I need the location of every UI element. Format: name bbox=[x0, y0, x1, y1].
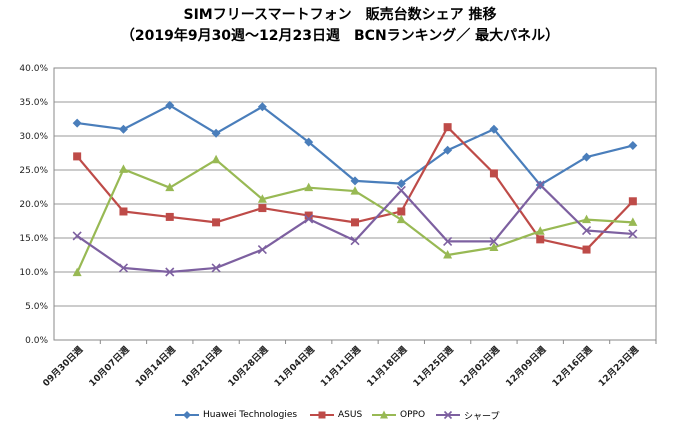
sharp-data-point bbox=[211, 263, 221, 273]
asus-data-point bbox=[536, 235, 545, 244]
oppo-data-point bbox=[582, 214, 592, 224]
legend-item-asus: ASUS bbox=[310, 404, 362, 426]
huawei-series-line bbox=[77, 104, 634, 187]
sharp-data-point bbox=[350, 236, 360, 246]
sharp-data-point bbox=[396, 185, 406, 195]
asus-data-point bbox=[397, 207, 406, 216]
asus-data-point bbox=[582, 245, 591, 254]
y-tick-label: 10.0% bbox=[19, 268, 48, 278]
legend-swatch bbox=[436, 410, 460, 420]
asus-data-point bbox=[351, 218, 359, 227]
huawei-data-point bbox=[165, 100, 175, 110]
y-tick-label: 20.0% bbox=[19, 200, 48, 210]
y-tick-label: 30.0% bbox=[19, 132, 48, 142]
sharp-data-point bbox=[581, 225, 592, 236]
sharp-data-point bbox=[165, 267, 175, 277]
oppo-data-point bbox=[489, 242, 499, 252]
legend-item-huawei: Huawei Technologies bbox=[175, 404, 297, 426]
legend-swatch bbox=[372, 410, 396, 419]
sharp-data-point bbox=[489, 236, 499, 246]
oppo-data-point bbox=[72, 267, 82, 277]
chart-title: SIMフリースマートフォン 販売台数シェア 推移 bbox=[183, 7, 497, 23]
asus-data-point bbox=[73, 152, 82, 161]
x-tick-label: 12月09日週 bbox=[504, 344, 549, 389]
asus-data-point bbox=[258, 204, 267, 213]
legend-item-sharp: シャープ bbox=[436, 404, 499, 426]
oppo-data-point bbox=[350, 186, 360, 195]
oppo-data-point bbox=[396, 214, 406, 224]
legend-label: シャープ bbox=[464, 411, 500, 422]
legend-swatch bbox=[175, 411, 199, 419]
sharp-data-point bbox=[304, 214, 314, 224]
huawei-data-point bbox=[582, 152, 592, 162]
huawei-data-point bbox=[396, 179, 406, 189]
x-tick-label: 11月11日週 bbox=[319, 344, 364, 389]
sharp-data-point bbox=[72, 231, 82, 241]
x-tick-label: 11月18日週 bbox=[365, 344, 410, 389]
sharp-data-point bbox=[443, 236, 453, 246]
sharp-data-point bbox=[535, 180, 545, 190]
y-tick-label: 40.0% bbox=[19, 64, 48, 74]
huawei-data-point bbox=[211, 128, 221, 138]
huawei-data-point bbox=[489, 124, 499, 134]
x-tick-label: 11月04日週 bbox=[272, 344, 317, 389]
huawei-data-point bbox=[443, 145, 453, 155]
sharp-data-point bbox=[628, 229, 638, 239]
x-tick-label: 10月14日週 bbox=[133, 344, 178, 389]
x-tick-label: 10月07日週 bbox=[87, 344, 132, 389]
chart-subtitle: （2019年9月30週～12月23日週 BCNランキング／ 最大パネル） bbox=[120, 28, 560, 44]
huawei-data-point bbox=[350, 176, 360, 186]
oppo-data-point bbox=[211, 154, 221, 164]
huawei-data-point bbox=[628, 141, 638, 151]
asus-data-point bbox=[304, 211, 313, 220]
y-tick-label: 35.0% bbox=[19, 98, 48, 108]
x-tick-label: 12月16日週 bbox=[550, 344, 595, 389]
y-tick-label: 0.0% bbox=[25, 336, 48, 346]
legend-item-oppo: OPPO bbox=[372, 404, 425, 426]
oppo-data-point bbox=[443, 250, 453, 259]
asus-data-point bbox=[489, 169, 498, 178]
x-tick-label: 10月21日週 bbox=[180, 344, 225, 389]
oppo-data-point bbox=[304, 182, 314, 192]
legend-swatch bbox=[310, 411, 334, 419]
y-tick-label: 15.0% bbox=[19, 234, 48, 244]
oppo-data-point bbox=[165, 182, 175, 192]
x-tick-label: 10月28日週 bbox=[226, 344, 271, 389]
legend-label: OPPO bbox=[400, 410, 426, 420]
legend-label: Huawei Technologies bbox=[203, 410, 298, 420]
huawei-data-point bbox=[72, 118, 82, 128]
y-tick-label: 5.0% bbox=[25, 302, 48, 312]
x-tick-label: 12月23日週 bbox=[596, 344, 641, 389]
chart-legend: Huawei Technologies ASUS OPPO シャープ bbox=[0, 404, 680, 426]
x-tick-label: 11月25日週 bbox=[411, 344, 456, 389]
huawei-data-point bbox=[304, 137, 314, 147]
y-tick-label: 25.0% bbox=[19, 166, 48, 176]
x-tick-label: 12月02日週 bbox=[457, 344, 502, 389]
oppo-data-point bbox=[535, 226, 545, 235]
oppo-data-point bbox=[628, 217, 638, 226]
legend-label: ASUS bbox=[338, 410, 363, 420]
asus-data-point bbox=[212, 218, 221, 227]
asus-data-point bbox=[628, 197, 637, 206]
huawei-data-point bbox=[118, 124, 128, 134]
oppo-data-point bbox=[118, 164, 128, 173]
x-tick-label: 09月30日週 bbox=[41, 344, 86, 389]
oppo-data-point bbox=[257, 194, 267, 203]
asus-data-point bbox=[443, 123, 452, 132]
asus-data-point bbox=[119, 207, 128, 216]
asus-data-point bbox=[165, 212, 174, 221]
sharp-data-point bbox=[118, 263, 129, 273]
huawei-data-point bbox=[257, 102, 267, 112]
plot-area bbox=[53, 67, 657, 341]
sharp-data-point bbox=[257, 244, 267, 255]
